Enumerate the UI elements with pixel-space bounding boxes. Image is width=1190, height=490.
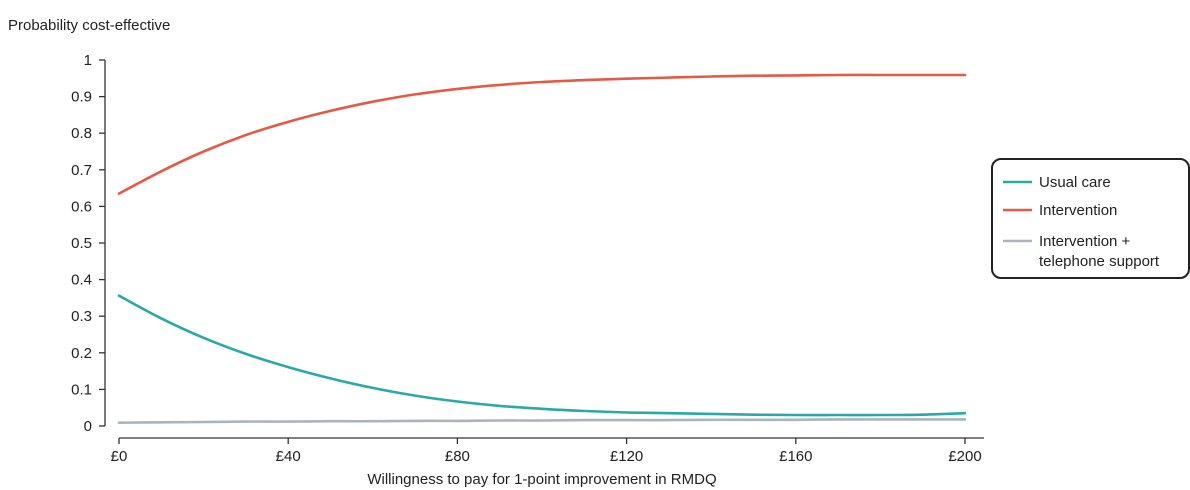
y-tick-label: 0.1: [71, 381, 92, 398]
series-line-2: [117, 73, 967, 195]
legend-label: Intervention +: [1039, 233, 1131, 250]
series-line-3: [117, 418, 967, 424]
y-tick-label: 1: [84, 52, 92, 69]
y-tick-label: 0.5: [71, 235, 92, 252]
x-axis-title: Willingness to pay for 1-point improveme…: [367, 471, 716, 488]
legend-label: Usual care: [1039, 174, 1111, 191]
axes: 0 0.1 0.2 0.3 0.4 0.5 0.6 0.7 0.8 0.9 1 £0 £40 £80 £12…: [71, 52, 984, 465]
y-tick-label: 0.6: [71, 198, 92, 215]
y-tick-label: 0.7: [71, 162, 92, 179]
x-tick-label: £120: [610, 448, 643, 465]
y-tick-label: 0.3: [71, 308, 92, 325]
y-tick-label: 0.4: [71, 272, 92, 289]
x-tick-label: £40: [276, 448, 301, 465]
y-tick-label: 0: [84, 418, 92, 435]
y-tick-label: 0.9: [71, 89, 92, 106]
y-tick-label: 0.8: [71, 125, 92, 142]
x-tick-label: £200: [948, 448, 981, 465]
series-line-1: [117, 294, 967, 417]
x-tick-label: £0: [111, 448, 128, 465]
series-layer: [117, 73, 967, 424]
legend-box: [991, 158, 1190, 279]
y-axis-title: Probability cost-effective: [8, 17, 170, 34]
x-tick-label: £80: [445, 448, 470, 465]
x-tick-label: £160: [779, 448, 812, 465]
legend-label: Intervention: [1039, 202, 1117, 219]
legend-label: telephone support: [1039, 253, 1160, 270]
y-tick-label: 0.2: [71, 345, 92, 362]
legend: Usual care Intervention Intervention + tele…: [991, 158, 1190, 279]
